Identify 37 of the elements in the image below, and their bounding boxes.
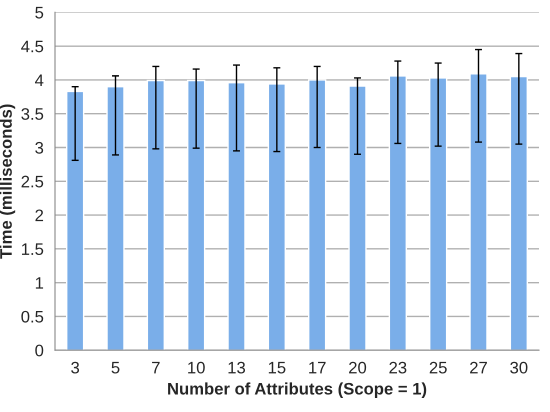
y-tick-label: 0.5 [21, 310, 44, 323]
y-tick-label: 5 [35, 6, 44, 19]
x-tick-label: 25 [430, 362, 447, 374]
y-tick-label: 2 [35, 209, 44, 222]
bar [429, 77, 448, 350]
x-tick-label: 23 [389, 362, 406, 374]
y-tick-label: 3.5 [21, 108, 44, 120]
y-tick-label: 2.5 [22, 176, 44, 188]
bar [510, 76, 528, 350]
x-tick-label: 15 [268, 362, 286, 374]
y-tick-label: 4.5 [21, 40, 44, 52]
x-tick-label: 20 [349, 362, 366, 374]
bar [146, 80, 165, 350]
bar [227, 82, 246, 350]
bar [106, 86, 125, 350]
x-tick-label: 10 [188, 362, 205, 374]
y-axis-title: Time (milliseconds) [0, 104, 16, 259]
x-tick-label: 13 [228, 362, 246, 374]
y-tick-label: 0 [35, 344, 44, 356]
x-tick-label: 27 [470, 362, 487, 374]
x-axis-title: Number of Attributes (Scope = 1) [168, 382, 426, 398]
bar [268, 83, 286, 350]
x-tick-label: 17 [309, 362, 326, 374]
x-tick-label: 5 [112, 362, 120, 374]
y-tick-label: 4 [35, 74, 44, 86]
x-tick-label: 3 [71, 362, 80, 374]
bar [66, 90, 84, 350]
bar [469, 73, 488, 350]
x-tick-label: 30 [510, 362, 528, 374]
bar [348, 85, 367, 350]
y-tick-label: 1 [36, 277, 44, 289]
bar [187, 80, 206, 350]
bar [308, 79, 326, 350]
x-tick-label: 7 [152, 362, 160, 374]
bar [388, 75, 407, 350]
y-tick-label: 3 [35, 142, 44, 154]
y-tick-label: 1.5 [22, 243, 44, 256]
